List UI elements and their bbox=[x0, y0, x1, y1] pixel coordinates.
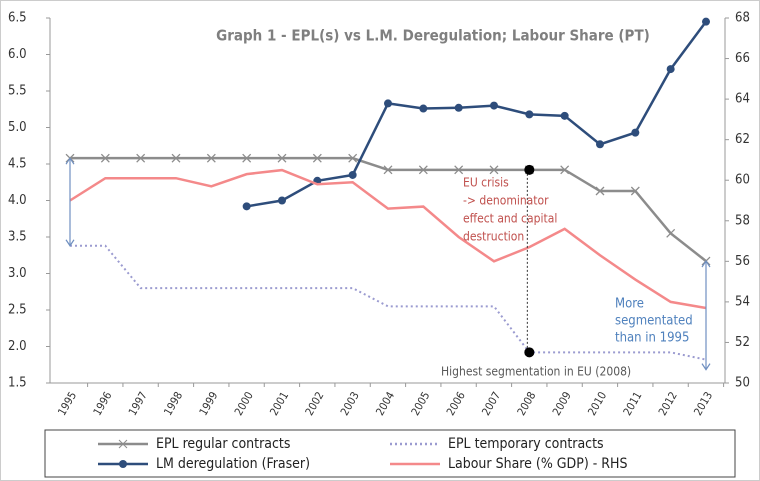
marker bbox=[595, 186, 605, 196]
annotation-dot bbox=[524, 347, 535, 358]
marker bbox=[560, 111, 569, 120]
marker bbox=[278, 196, 286, 205]
marker bbox=[277, 153, 287, 163]
marker bbox=[171, 153, 181, 163]
annotation: destruction bbox=[463, 230, 524, 244]
y-tick-label: 1.5 bbox=[8, 376, 27, 391]
marker bbox=[419, 104, 428, 113]
y-tick-label: 5.0 bbox=[8, 120, 27, 135]
y2-tick-label: 56 bbox=[735, 254, 750, 269]
y-tick-label: 2.0 bbox=[8, 339, 27, 354]
marker bbox=[596, 140, 604, 149]
legend-label: EPL regular contracts bbox=[156, 436, 290, 452]
marker bbox=[100, 153, 110, 163]
legend-label: EPL temporary contracts bbox=[448, 436, 604, 452]
annotation: than in 1995 bbox=[615, 331, 689, 346]
marker bbox=[631, 128, 640, 137]
y2-tick-label: 50 bbox=[735, 376, 750, 391]
marker bbox=[454, 165, 464, 175]
marker bbox=[560, 165, 570, 175]
marker bbox=[418, 165, 428, 175]
y2-tick-label: 60 bbox=[735, 173, 750, 188]
marker bbox=[525, 110, 534, 119]
marker bbox=[312, 153, 322, 163]
y-tick-label: 2.5 bbox=[8, 303, 27, 318]
annotation-dot bbox=[524, 164, 535, 175]
y-tick-label: 6.0 bbox=[8, 47, 27, 62]
arrow-head bbox=[65, 157, 75, 247]
marker bbox=[702, 17, 710, 26]
marker bbox=[489, 165, 499, 175]
arrow-head bbox=[701, 260, 711, 371]
annotation: More bbox=[615, 297, 644, 312]
marker bbox=[348, 170, 357, 179]
series-line bbox=[70, 244, 707, 361]
legend-marker bbox=[119, 460, 127, 468]
annotation: segmentated bbox=[615, 314, 693, 329]
legend-label: LM deregulation (Fraser) bbox=[156, 456, 310, 472]
annotation: Highest segmentation in EU (2008) bbox=[441, 365, 631, 379]
legend-marker bbox=[118, 439, 128, 449]
marker bbox=[630, 186, 640, 196]
marker bbox=[666, 65, 675, 74]
y-tick-label: 3.0 bbox=[8, 266, 27, 281]
y-tick-label: 3.5 bbox=[8, 230, 27, 245]
y-tick-label: 4.0 bbox=[8, 193, 27, 208]
y2-tick-label: 62 bbox=[735, 132, 750, 147]
marker bbox=[384, 99, 392, 108]
y-tick-label: 5.5 bbox=[8, 84, 27, 99]
y2-tick-label: 54 bbox=[735, 294, 750, 309]
marker bbox=[666, 228, 676, 238]
y2-tick-label: 68 bbox=[735, 11, 750, 26]
y-tick-label: 6.5 bbox=[8, 11, 27, 26]
marker bbox=[383, 165, 393, 175]
marker bbox=[206, 153, 216, 163]
annotation: EU crisis bbox=[463, 176, 509, 190]
y2-tick-label: 66 bbox=[735, 51, 750, 66]
marker bbox=[242, 153, 252, 163]
series-line bbox=[246, 20, 708, 208]
marker bbox=[490, 101, 498, 110]
legend-label: Labour Share (% GDP) - RHS bbox=[448, 456, 628, 472]
chart-title: Graph 1 - EPL(s) vs L.M. Deregulation; L… bbox=[216, 27, 650, 45]
marker bbox=[136, 153, 146, 163]
marker bbox=[454, 103, 463, 112]
legend bbox=[44, 429, 736, 478]
y2-tick-label: 52 bbox=[735, 335, 750, 350]
marker bbox=[242, 202, 251, 211]
y2-tick-label: 58 bbox=[735, 213, 750, 228]
marker bbox=[348, 153, 358, 163]
y-tick-label: 4.5 bbox=[8, 157, 27, 172]
y2-tick-label: 64 bbox=[735, 92, 750, 107]
annotation: -> denominator bbox=[463, 194, 549, 208]
series-line bbox=[69, 168, 707, 310]
annotation: effect and capital bbox=[463, 212, 557, 226]
